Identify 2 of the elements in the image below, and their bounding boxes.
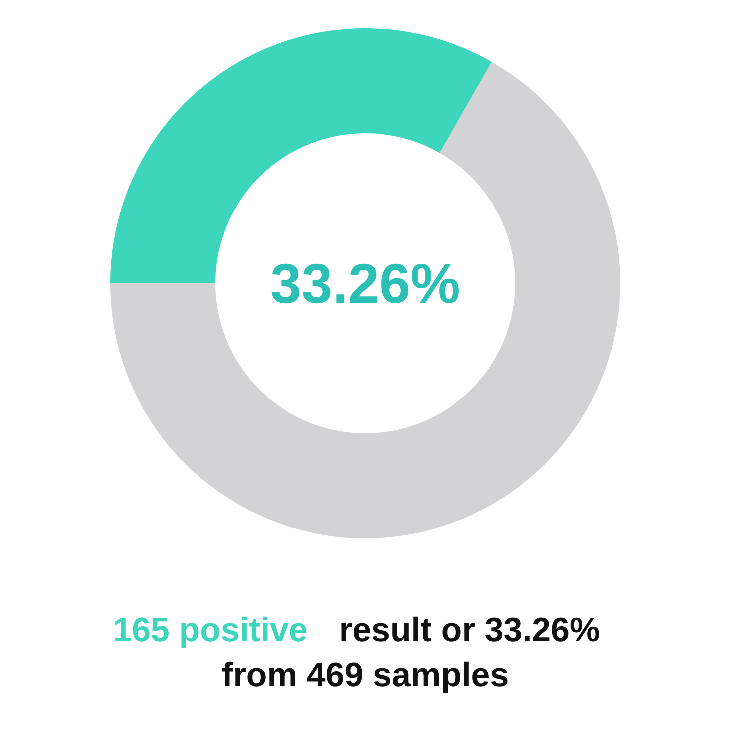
text: 33.26% xyxy=(270,252,460,315)
text: 165 positive result or 33.26% from 469 samples xyxy=(113,612,600,694)
